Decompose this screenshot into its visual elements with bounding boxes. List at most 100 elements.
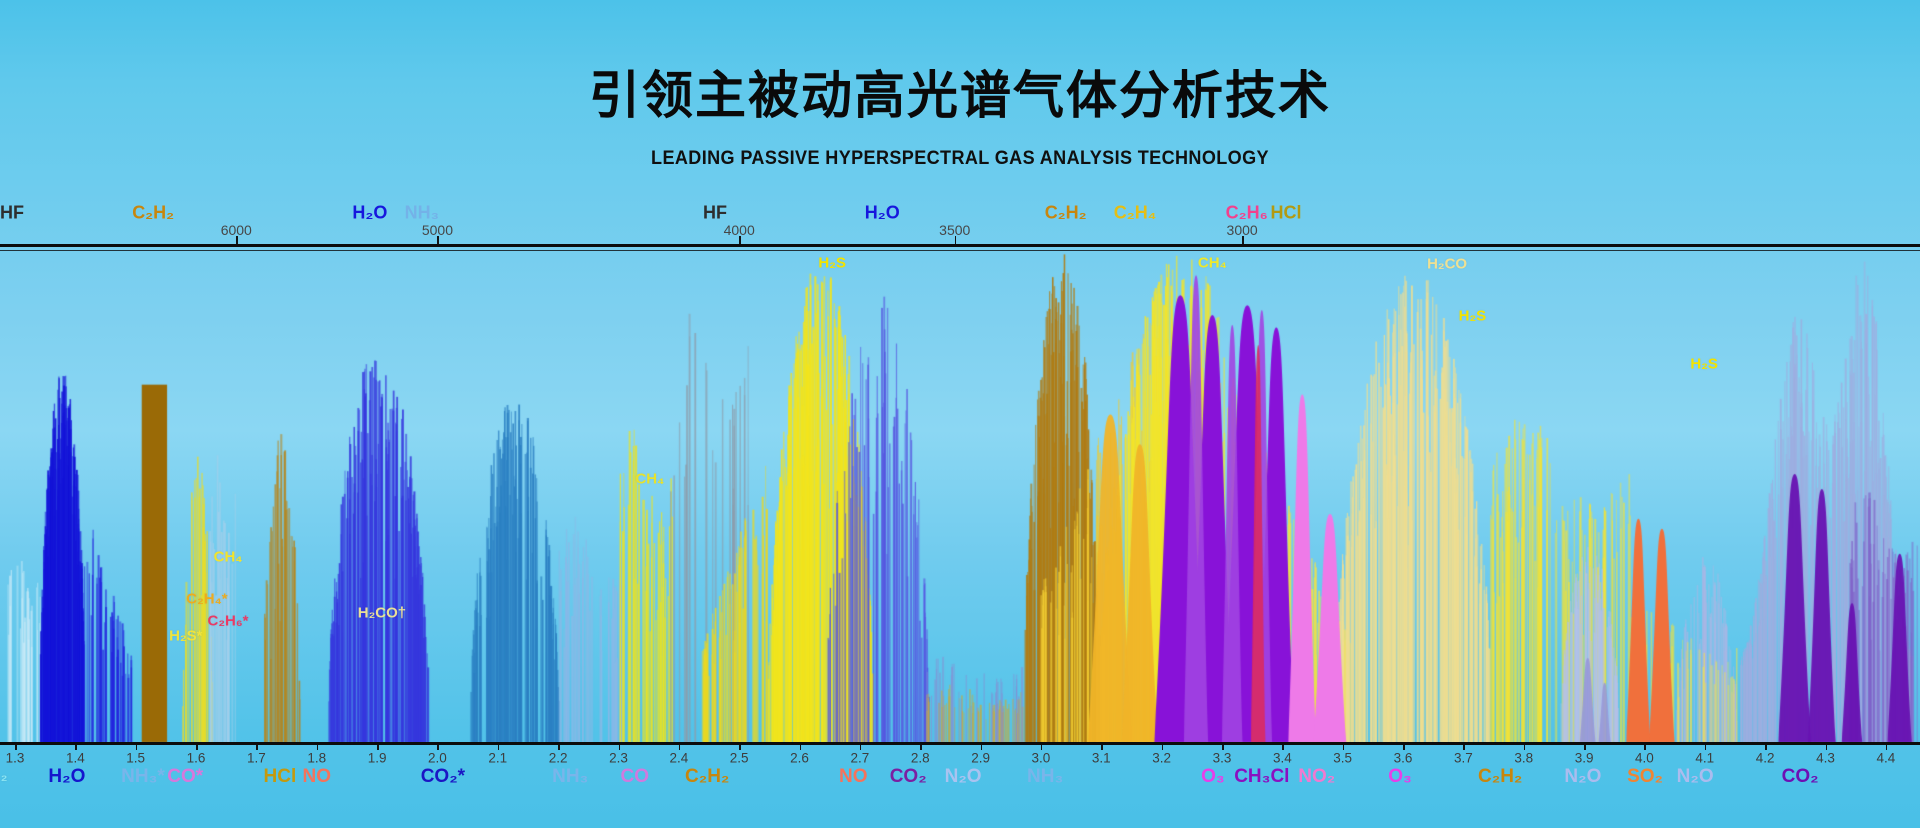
top-gas-label: H₂O — [864, 202, 900, 223]
spectral-annotation: H₂S — [1690, 355, 1718, 373]
wavelength-tick — [980, 745, 983, 750]
page-subtitle: LEADING PASSIVE HYPERSPECTRAL GAS ANALYS… — [651, 148, 1269, 169]
wavelength-tick-label: 1.7 — [247, 750, 266, 766]
wavelength-tick — [196, 745, 198, 750]
wavenumber-tick — [236, 236, 238, 244]
bottom-gas-label: CH₃Cl — [1234, 766, 1290, 787]
spectral-annotation: H₂S — [818, 254, 846, 272]
bottom-gas-label: CO₂ — [1781, 766, 1819, 787]
spectral-annotation: CH₄ — [213, 548, 243, 566]
wavelength-tick-label: 3.0 — [1031, 750, 1051, 766]
wavelength-tick-label: 3.5 — [1333, 750, 1353, 766]
wavelength-tick-label: 1.5 — [126, 750, 146, 766]
spectral-annotation: C₂H₆* — [207, 612, 249, 630]
bottom-gas-label: CO* — [167, 766, 204, 787]
bottom-gas-label: NH₃ — [552, 766, 589, 787]
wavelength-tick — [316, 745, 319, 750]
bottom-gas-label: O₃ — [1201, 766, 1225, 787]
spectral-annotation: CH₄ — [635, 470, 665, 488]
wavelength-tick — [558, 745, 560, 750]
wavelength-tick — [437, 745, 439, 750]
wavelength-tick — [618, 745, 620, 750]
wavenumber-tick — [954, 236, 957, 244]
top-gas-label: C₂H₂ — [132, 202, 175, 223]
wavelength-tick-label: 3.6 — [1393, 750, 1413, 766]
bottom-gas-label: CO — [620, 766, 650, 787]
wavelength-tick — [1825, 745, 1827, 750]
header: 引领主被动高光谱气体分析技术 LEADING PASSIVE HYPERSPEC… — [0, 0, 1920, 170]
wavelength-tick — [920, 745, 922, 750]
wavelength-tick — [1644, 745, 1646, 750]
wavelength-tick-label: 2.1 — [488, 750, 508, 766]
top-gas-label: HF — [703, 202, 728, 223]
wavenumber-tick — [739, 236, 741, 244]
top-axis-line — [0, 244, 1920, 247]
wavelength-tick-label: 3.7 — [1454, 750, 1473, 766]
wavelength-tick — [497, 745, 500, 750]
wavelength-tick-label: 4.2 — [1755, 750, 1775, 766]
wavelength-tick-label: 1.6 — [186, 750, 206, 766]
wavelength-tick — [1403, 745, 1405, 750]
wavelength-tick-label: 2.9 — [971, 750, 990, 766]
bottom-axis-line — [0, 742, 1920, 745]
bottom-gas-label: HCl — [263, 766, 297, 787]
bottom-gas-label: CO₂* — [420, 766, 466, 787]
wavelength-tick-label: 2.3 — [609, 750, 628, 766]
top-gas-label: C₂H₄ — [1113, 202, 1157, 223]
wavelength-tick-label: 2.7 — [850, 750, 870, 766]
bottom-gas-label: N₂O — [1676, 766, 1714, 787]
wavelength-tick — [1704, 745, 1707, 750]
wavelength-tick-label: 3.8 — [1514, 750, 1534, 766]
wavenumber-tick-label: 4000 — [723, 222, 755, 238]
wavelength-tick — [1523, 745, 1526, 750]
page-title: 引领主被动高光谱气体分析技术 — [588, 67, 1331, 126]
wavelength-tick — [1765, 745, 1767, 750]
wavelength-tick — [1463, 745, 1465, 750]
wavelength-tick-label: 4.3 — [1816, 750, 1835, 766]
wavelength-tick-label: 2.6 — [790, 750, 809, 766]
wavenumber-tick-label: 3000 — [1226, 222, 1258, 238]
wavelength-tick-label: 3.2 — [1152, 750, 1172, 766]
wavelength-tick-label: 2.8 — [910, 750, 930, 766]
wavelength-tick-label: 3.1 — [1091, 750, 1111, 766]
top-axis-rule — [0, 250, 1920, 251]
bottom-gas-label: N₂O — [944, 766, 982, 787]
spectral-annotation: H₂S* — [169, 627, 203, 645]
wavelength-tick — [15, 745, 17, 750]
bottom-gas-label: CO₂ — [889, 766, 927, 787]
wavenumber-tick-label: 5000 — [421, 222, 454, 238]
bottom-gas-label: NO₂ — [1298, 766, 1336, 787]
wavelength-tick — [135, 745, 138, 750]
bottom-gas-label: NO — [839, 766, 868, 787]
wavelength-tick-label: 1.4 — [65, 750, 85, 766]
wavelength-tick-label: 2.5 — [729, 750, 749, 766]
wavelength-tick-label: 3.3 — [1212, 750, 1232, 766]
wavelength-tick — [739, 745, 741, 750]
wavelength-tick — [377, 745, 379, 750]
top-gas-label: NH₃ — [404, 202, 439, 223]
wavelength-tick — [1584, 745, 1586, 750]
wavelength-tick-label: 4.1 — [1695, 750, 1715, 766]
bottom-gas-label: H₂O — [48, 766, 86, 787]
wavelength-tick — [75, 745, 77, 750]
wavelength-tick — [256, 745, 258, 750]
bottom-gas-label: NO — [302, 766, 332, 787]
bottom-gas-label: C₂H₂ — [1478, 766, 1523, 787]
top-gas-label: H₂O — [352, 202, 388, 223]
wavelength-tick-label: 3.4 — [1272, 750, 1292, 766]
wavenumber-tick-label: 3500 — [939, 222, 971, 238]
wavelength-tick — [1885, 745, 1888, 750]
wavelength-tick-label: 1.9 — [367, 750, 387, 766]
wavelength-tick — [1282, 745, 1284, 750]
spectral-annotation: H₂S — [1458, 307, 1487, 325]
wavelength-tick — [799, 745, 802, 750]
wavelength-tick — [1040, 745, 1043, 750]
wavelength-tick — [859, 745, 862, 750]
wavenumber-tick — [437, 236, 439, 244]
spectral-annotation: C₂H₄* — [186, 590, 228, 608]
bottom-gas-label: SO₂ — [1627, 766, 1663, 787]
wavelength-tick-label: 2.4 — [669, 750, 689, 766]
top-gas-label: C₂H₆ — [1225, 202, 1268, 223]
